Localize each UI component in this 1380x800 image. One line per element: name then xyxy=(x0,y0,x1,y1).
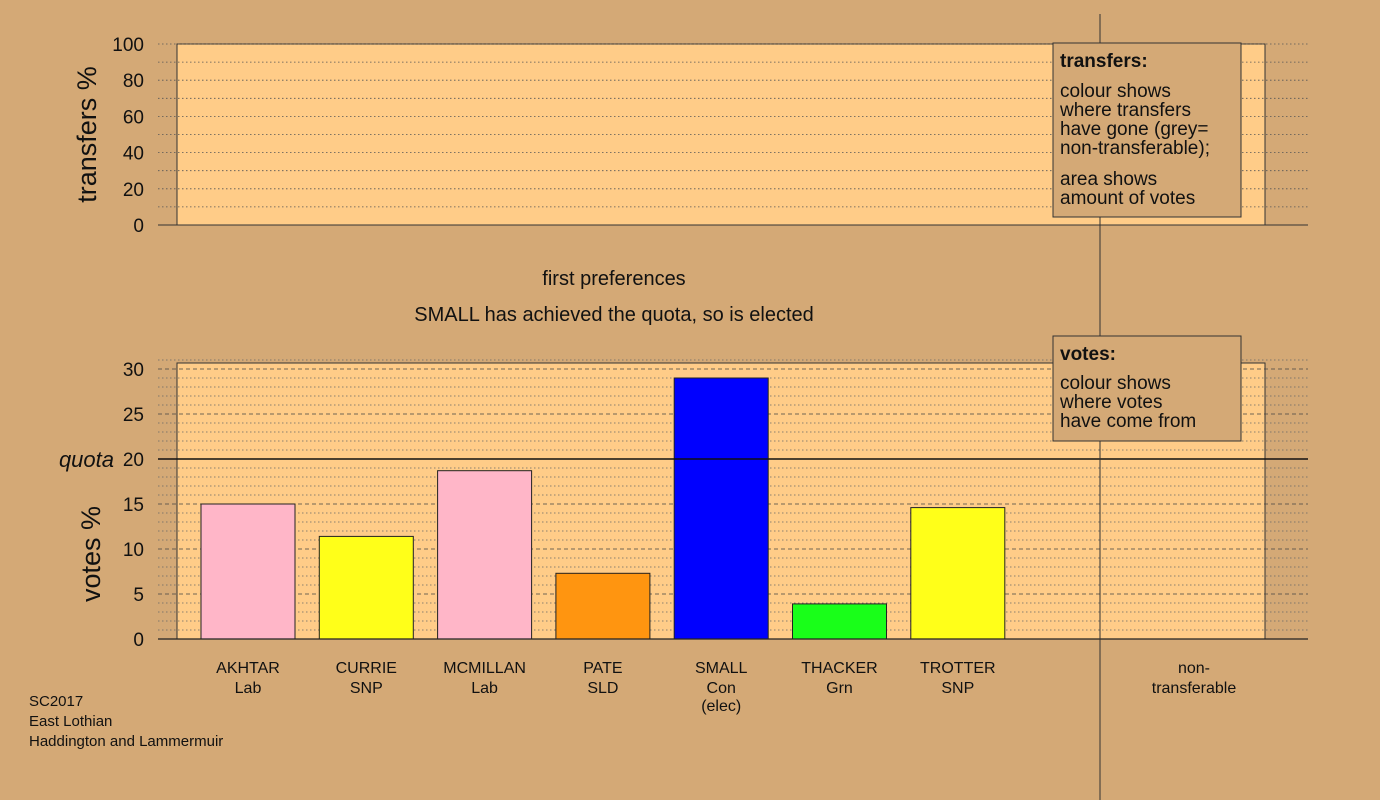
transfers-legend-line: colour shows xyxy=(1060,81,1171,102)
nontransferable-label: transferable xyxy=(1152,680,1237,697)
candidate-name: AKHTAR xyxy=(216,660,280,677)
transfers-legend-line: non-transferable); xyxy=(1060,138,1210,159)
transfers-legend-line: area shows xyxy=(1060,169,1157,190)
bar-pate xyxy=(555,572,651,640)
votes-tick-label: 5 xyxy=(133,585,144,606)
candidate-name: TROTTER xyxy=(920,660,996,677)
candidate-name: SMALL xyxy=(695,660,748,677)
nontransferable-label: non- xyxy=(1178,660,1210,677)
status-message: SMALL has achieved the quota, so is elec… xyxy=(414,304,814,326)
votes-legend-box xyxy=(1052,335,1242,442)
candidate-party: Lab xyxy=(471,680,498,697)
candidate-note: (elec) xyxy=(701,698,741,715)
candidate-party: SNP xyxy=(941,680,974,697)
transfers-legend-title: transfers: xyxy=(1060,51,1148,72)
footer-ward: Haddington and Lammermuir xyxy=(29,733,223,750)
stage-label: first preferences xyxy=(542,268,685,290)
votes-tick-label: 15 xyxy=(123,495,144,516)
votes-tick-label: 30 xyxy=(123,360,144,381)
votes-tick-label: 0 xyxy=(133,630,144,651)
candidate-name: CURRIE xyxy=(336,660,397,677)
votes-legend-title: votes: xyxy=(1060,344,1116,365)
candidate-name: PATE xyxy=(583,660,622,677)
transfers-tick-label: 40 xyxy=(123,144,144,165)
transfers-axis-title: transfers % xyxy=(72,66,102,203)
votes-legend-line: have come from xyxy=(1060,411,1196,432)
transfers-legend-line: have gone (grey= xyxy=(1060,119,1208,140)
votes-tick-label: 10 xyxy=(123,540,144,561)
candidate-party: SLD xyxy=(587,680,618,697)
transfers-tick-label: 100 xyxy=(112,35,144,56)
transfers-legend-line: amount of votes xyxy=(1060,188,1195,209)
transfers-tick-label: 60 xyxy=(123,107,144,128)
candidate-party: SNP xyxy=(350,680,383,697)
candidate-name: THACKER xyxy=(801,660,877,677)
transfers-legend-line: where transfers xyxy=(1059,100,1191,121)
candidate-party: Con xyxy=(707,680,736,697)
transfers-tick-label: 20 xyxy=(123,180,144,201)
quota-label: quota xyxy=(59,447,114,472)
transfers-tick-label: 0 xyxy=(133,216,144,237)
votes-tick-label: 25 xyxy=(123,405,144,426)
votes-axis-title: votes % xyxy=(76,506,106,602)
bar-currie xyxy=(318,535,414,640)
bar-thacker xyxy=(792,603,887,640)
bar-small xyxy=(673,377,769,640)
candidate-party: Lab xyxy=(235,680,262,697)
footer-council: East Lothian xyxy=(29,713,112,730)
votes-legend-line: where votes xyxy=(1059,392,1162,413)
bar-mcmillan xyxy=(437,470,533,640)
transfers-tick-label: 80 xyxy=(123,71,144,92)
votes-tick-label: 20 xyxy=(123,450,144,471)
votes-legend-line: colour shows xyxy=(1060,373,1171,394)
bar-akhtar xyxy=(200,503,296,640)
candidate-party: Grn xyxy=(826,680,853,697)
bar-trotter xyxy=(910,507,1006,640)
candidate-name: MCMILLAN xyxy=(443,660,526,677)
footer-election: SC2017 xyxy=(29,693,83,710)
transfers-legend-box xyxy=(1052,42,1242,218)
